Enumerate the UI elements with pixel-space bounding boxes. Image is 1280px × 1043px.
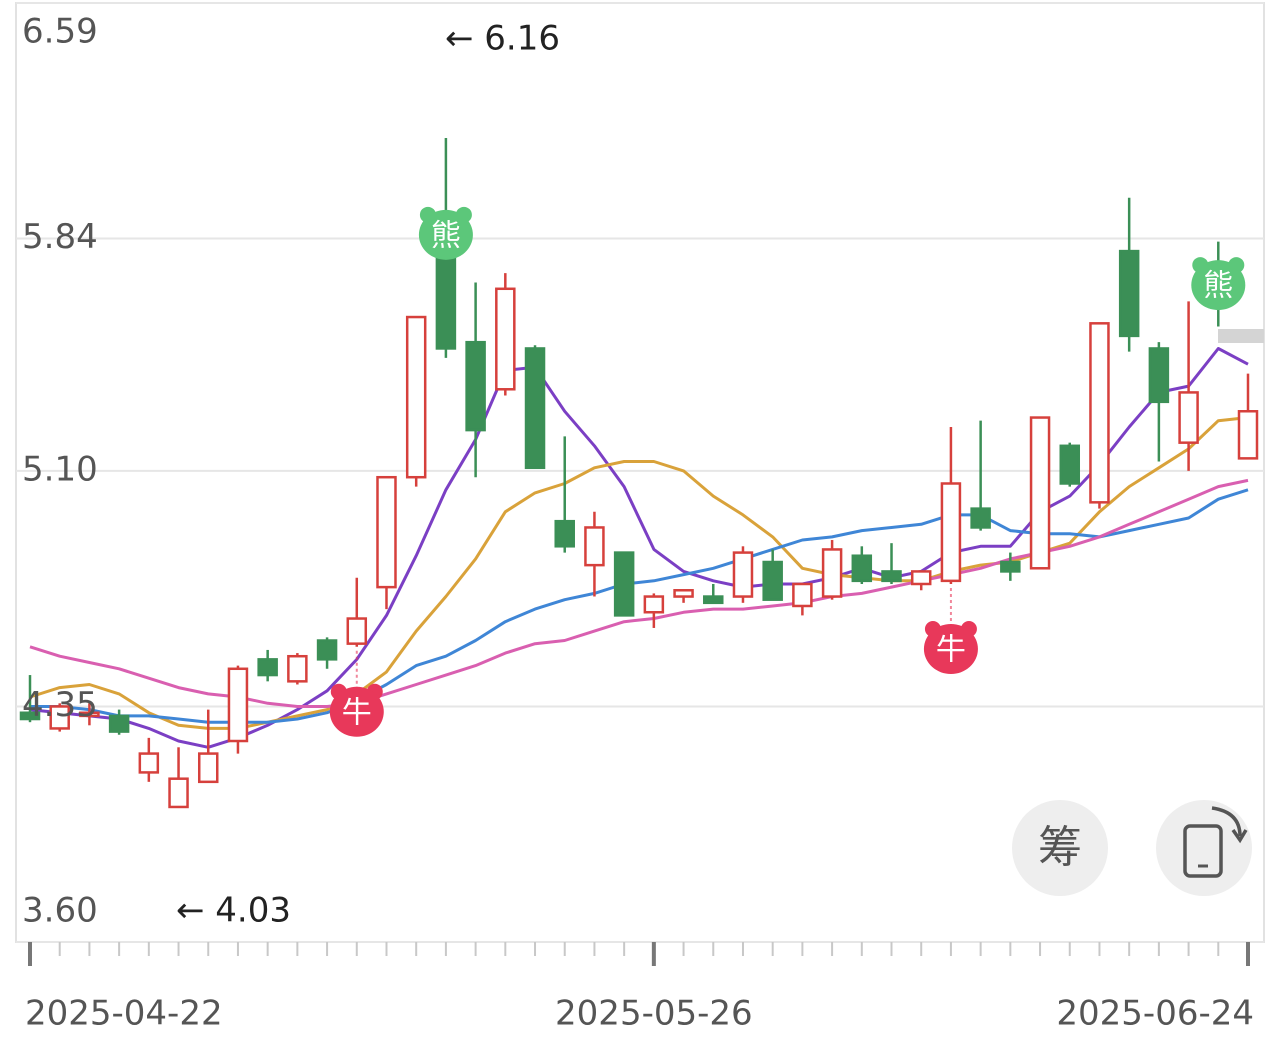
grid <box>16 2 1264 966</box>
candle-body <box>821 548 843 598</box>
rotate-icon <box>1183 824 1223 878</box>
signal-label: 牛 <box>936 632 966 667</box>
signal-badge <box>923 623 978 674</box>
y-tick-label: 4.35 <box>22 685 98 725</box>
y-tick-label: 5.84 <box>22 217 98 257</box>
ma-line <box>29 478 1249 708</box>
candle-body <box>643 595 665 614</box>
candle-body <box>465 340 486 432</box>
chip-button-label[interactable]: 筹 <box>1038 822 1082 873</box>
candle-body <box>138 752 160 774</box>
rotate-icon <box>1231 828 1248 844</box>
signal-label: 熊 <box>1203 269 1233 304</box>
candle-body <box>49 705 70 730</box>
candle-body <box>79 711 100 718</box>
max-annotation: ← 6.16 <box>445 19 560 59</box>
signal-label: 牛 <box>342 695 372 730</box>
candle-body <box>703 595 724 605</box>
x-tick-label: 2025-06-24 <box>1056 994 1254 1034</box>
candle-body <box>673 589 694 598</box>
candle-body <box>851 554 873 583</box>
signal-badge <box>1191 260 1246 311</box>
candles: 牛 熊牛 熊 <box>19 138 1259 809</box>
ma-line <box>30 488 1249 724</box>
rotate-icon <box>1211 806 1242 837</box>
candle-body <box>227 667 249 743</box>
rotate-button[interactable] <box>1156 800 1252 896</box>
candle-body <box>19 711 41 721</box>
min-annotation: ← 4.03 <box>176 891 291 931</box>
candle-body <box>346 617 368 645</box>
y-tick-label: 6.59 <box>22 12 98 52</box>
x-tick-label: 2025-04-22 <box>25 994 223 1034</box>
candle-body <box>792 582 813 608</box>
labels: 3.60 4.35 5.10 5.84 6.59 2025-04-22 2025-05-26… <box>22 12 1254 1034</box>
candle-body <box>1029 416 1051 570</box>
candle-body <box>1178 391 1199 444</box>
price-tag <box>1218 329 1264 343</box>
candle-body <box>1000 560 1021 573</box>
candle-body <box>940 482 962 583</box>
candle-body <box>316 639 338 661</box>
candle-body <box>1148 347 1170 404</box>
candle-body <box>881 570 902 583</box>
candle-body <box>287 654 308 683</box>
candle-body <box>1059 444 1081 485</box>
candle-body <box>554 519 575 548</box>
x-tick-label: 2025-05-26 <box>555 994 753 1034</box>
candle-body <box>405 315 427 479</box>
candle-body <box>732 551 754 598</box>
candle-body <box>376 475 397 589</box>
y-tick-label: 3.60 <box>22 891 98 931</box>
candle-body <box>495 287 516 391</box>
candle-body <box>1089 322 1110 504</box>
candle-body <box>613 551 635 617</box>
candle-body <box>524 347 546 470</box>
candle-body <box>584 526 605 567</box>
signal-label: 熊 <box>431 218 461 253</box>
candle-body <box>257 658 278 677</box>
candle-body <box>762 560 783 601</box>
candle-body <box>910 570 932 586</box>
candle-body <box>108 714 130 733</box>
signal-badge <box>329 686 384 737</box>
ma-lines <box>29 347 1249 749</box>
candle-body <box>1118 249 1140 338</box>
candle-body <box>197 752 219 784</box>
candle-body <box>168 777 189 809</box>
candle-body <box>1237 410 1259 460</box>
chip-button[interactable] <box>1012 800 1108 896</box>
signal-badge <box>418 209 473 260</box>
candle-body <box>970 507 991 529</box>
y-tick-label: 5.10 <box>22 449 98 489</box>
